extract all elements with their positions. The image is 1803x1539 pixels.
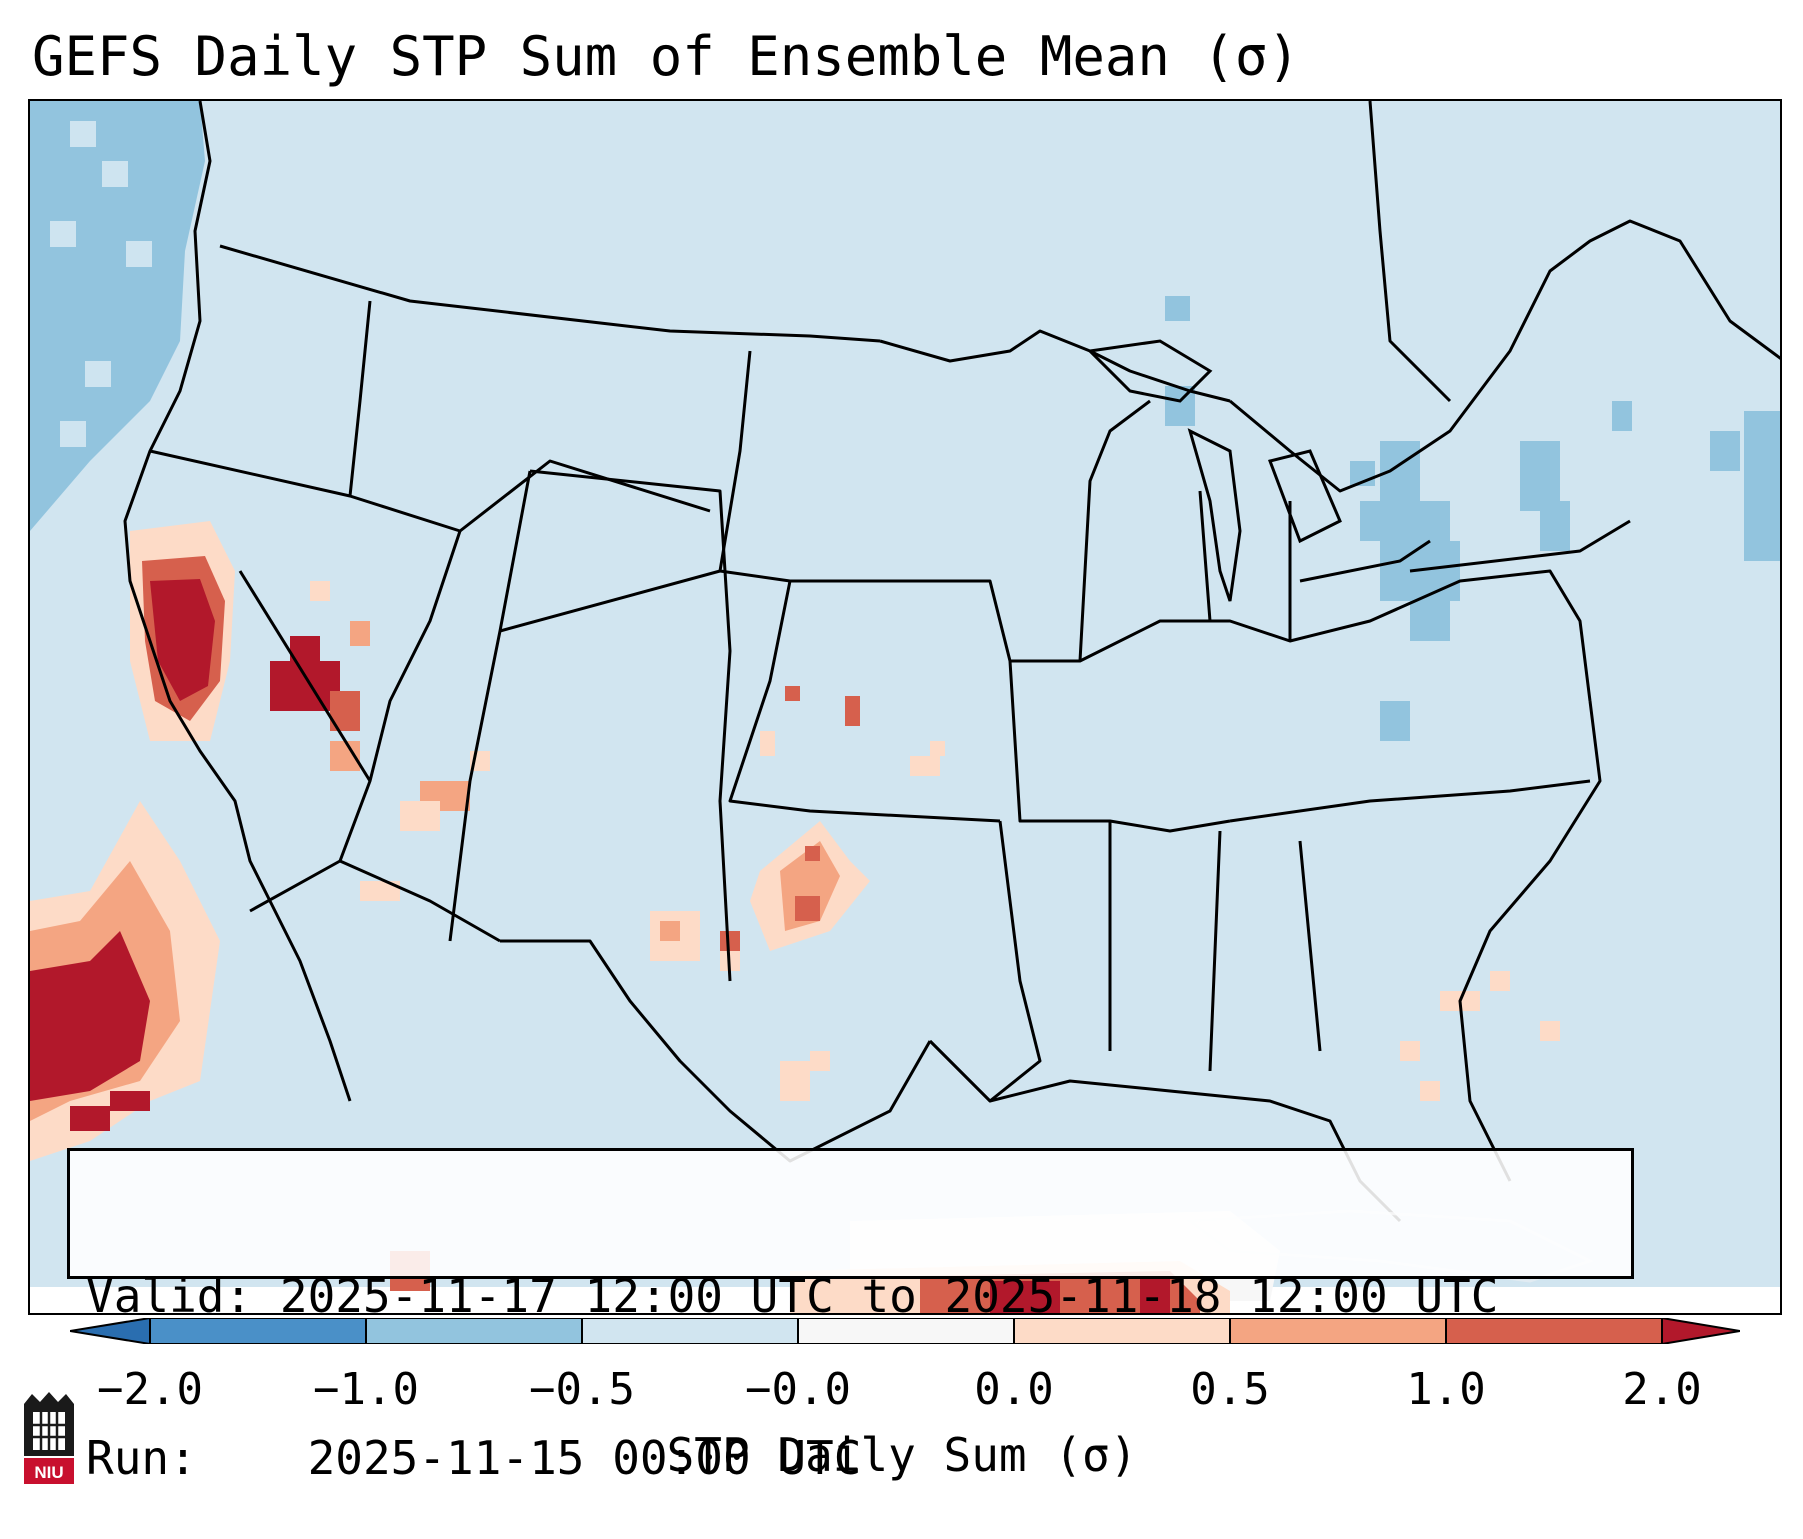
anomaly-nevada [270,581,370,771]
chart-title: GEFS Daily STP Sum of Ensemble Mean (σ) [32,25,1300,88]
niu-logo: NIU [24,1392,74,1484]
colorbar-tick-label: −0.5 [529,1364,635,1415]
colorbar-ticks [149,1318,1663,1344]
colorbar-axis-label: STP Daily Sum (σ) [666,1428,1138,1482]
colorbar-bin [582,1318,798,1344]
az-nm-border [448,470,532,942]
canada-border-west [219,244,881,343]
valid-label: Valid: [86,1269,253,1323]
wy-co-border [499,569,721,633]
lake-michigan [1187,428,1242,602]
colorbar-bin [366,1318,582,1344]
colorbar-extend-min [70,1318,150,1344]
colorbar-tick-label: 2.0 [1622,1364,1702,1415]
anomaly-eastern-pacific [30,801,220,1161]
colorbar-bin [1446,1318,1662,1344]
lake-huron [1268,449,1342,544]
map-canvas [30,101,1780,1313]
validity-info-box: Valid: 2025-11-17 12:00 UTC to 2025-11-1… [67,1148,1634,1485]
pa-ny-border [1409,519,1631,573]
run-label: Run: [86,1431,197,1485]
canada-border-east [1229,219,1780,493]
ca-nv-diagonal [238,570,372,782]
anomaly-midwest [760,686,945,776]
colorbar-tick-label: 1.0 [1406,1364,1486,1415]
lakes-layer [1086,339,1431,602]
colorbar [70,1318,1740,1344]
midwest-state-borders [1078,399,1292,662]
run-line: Run: 2025-11-15 00:00 UTC [86,1431,1631,1485]
colorbar-tick-label: 0.0 [974,1364,1054,1415]
colorbar-tick-label: 0.5 [1190,1364,1270,1415]
pacific-speckles [50,121,152,447]
mexico-border-west [249,859,501,943]
ia-mo-border [930,579,1231,833]
colorbar-tick-label: −2.0 [97,1364,203,1415]
negative-anomaly-layer [30,101,1780,741]
colorbar-extend-max [1662,1318,1740,1344]
canada-border-great-lakes [879,329,1231,403]
colorbar-bin [1230,1318,1446,1344]
colorbar-bin [150,1318,366,1344]
colorbar-tick-label: −0.0 [745,1364,851,1415]
west-coastline [123,101,352,1102]
colorbar-tick-label: −1.0 [313,1364,419,1415]
map-background [30,101,1780,1313]
quebec-border [1368,101,1452,403]
valid-value: 2025-11-17 12:00 UTC to 2025-11-18 12:00… [279,1269,1499,1323]
run-value: 2025-11-15 00:00 UTC [307,1431,862,1485]
ne-ks-ok-border [728,580,1001,823]
valid-line: Valid: 2025-11-17 12:00 UTC to 2025-11-1… [86,1269,1631,1323]
anomaly-gulf-coast [780,1051,830,1101]
anomaly-texas [650,821,870,971]
logo-text: NIU [34,1463,63,1482]
east-coastline [1458,700,1602,1182]
tn-nc-border [1229,779,1591,823]
colorbar-bin [798,1318,1014,1344]
boundaries-layer [123,101,1780,1223]
map-panel [28,99,1782,1315]
ut-co-nm-border [529,469,732,982]
nv-az-border [338,530,462,862]
lake-erie [1299,539,1431,583]
mexico-border-texas [500,939,932,1163]
lake-superior [1086,339,1213,403]
anomaly-arizona-new-mexico [360,751,490,901]
southeast-state-borders [1108,821,1322,1072]
colorbar-bin [1014,1318,1230,1344]
wa-id-border [348,300,372,497]
ohio-river-line [1010,569,1592,702]
